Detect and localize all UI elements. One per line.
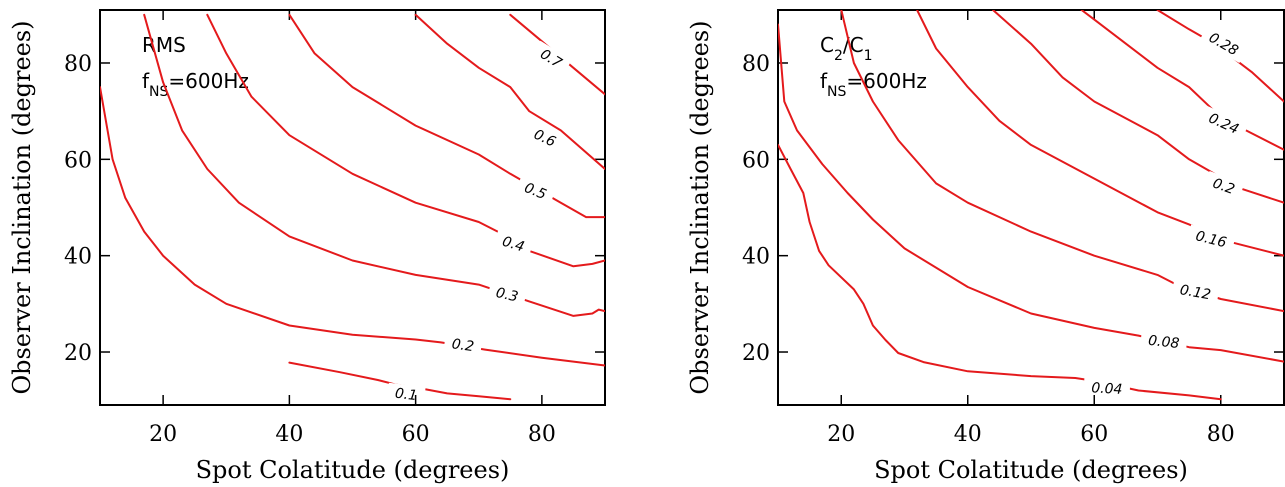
contour-line-0.1 [288,361,512,401]
panel-label-line: RMS [142,33,186,57]
plot-frame [99,9,606,406]
contour-line-0.6 [414,13,605,170]
panel-label-text: f [142,69,150,93]
y-axis-title: Observer Inclination (degrees) [686,20,714,394]
y-tick-label: 40 [742,245,770,270]
contour-label: 0.16 [1194,228,1228,251]
contour-label: 0.6 [531,127,558,151]
contour-label: 0.12 [1179,282,1213,303]
x-tick-label: 40 [954,422,982,447]
x-tick-label: 60 [1080,422,1108,447]
x-tick-label: 20 [827,422,855,447]
panel-label-text: RMS [142,33,186,57]
x-tick-label: 40 [275,422,303,447]
y-tick-label: 60 [742,148,770,173]
contour-label: 0.5 [522,180,549,203]
contour-label: 0.4 [500,234,526,256]
x-tick-label: 20 [149,422,177,447]
contour-line-0.24 [1080,10,1284,151]
contour-line-0.08 [778,23,1284,363]
contour-label: 0.2 [1210,175,1236,198]
contour-line-0.16 [916,10,1284,257]
panel-label-text: /C [843,33,864,57]
contour-label: 0.3 [494,285,519,306]
contour-label: 0.28 [1206,30,1241,59]
x-axis-title: Spot Colatitude (degrees) [874,456,1188,484]
contour-line-0.5 [288,13,605,219]
contour-line-0.28 [1156,10,1284,103]
contour-line-0.12 [840,10,1284,313]
panel-label-subscript: 1 [864,48,873,64]
panel-label-subscript: NS [827,84,846,100]
y-tick-label: 60 [64,148,92,173]
contour-label: 0.7 [537,46,564,71]
panel-label-text: f [820,69,828,93]
panel-label-line: fNS=600Hz [820,69,927,100]
plot-frame [777,9,1285,406]
chart-panel-2: 20 40 60 80 20 40 60 80 Spot Colatitude (degrees… [686,9,1285,484]
chart-panel-1: 20 40 60 80 20 40 60 80 Spot Colatitude (degrees… [8,9,606,484]
y-tick-label: 20 [64,341,92,366]
panel-label-line: fNS=600Hz [142,69,249,100]
x-axis-title: Spot Colatitude (degrees) [196,456,510,484]
contour-label: 0.04 [1091,380,1123,398]
panel-label-subscript: 2 [834,48,843,64]
y-axis-title: Observer Inclination (degrees) [8,20,36,394]
contour-line-0.04 [778,143,1222,401]
panel-label-subscript: NS [149,84,168,100]
panel-label-text: C [820,33,834,57]
y-tick-label: 20 [742,341,770,366]
x-tick-label: 80 [528,422,556,447]
contour-label: 0.24 [1206,110,1241,137]
contour-label: 0.2 [451,336,475,355]
contour-line-0.2 [992,10,1284,204]
contour-line-0.3 [143,13,605,317]
contour-line-0.2 [100,86,605,367]
contour-line-0.7 [509,13,605,96]
contour-label: 0.08 [1147,333,1180,352]
contour-label: 0.1 [394,386,418,405]
x-tick-label: 80 [1207,422,1235,447]
x-tick-label: 60 [402,422,430,447]
y-tick-label: 80 [742,52,770,77]
y-tick-label: 40 [64,245,92,270]
y-tick-label: 80 [64,52,92,77]
panel-label-text: =600Hz [168,69,248,93]
contour-line-0.4 [206,13,605,268]
panel-label-line: C2/C1 [820,33,873,64]
